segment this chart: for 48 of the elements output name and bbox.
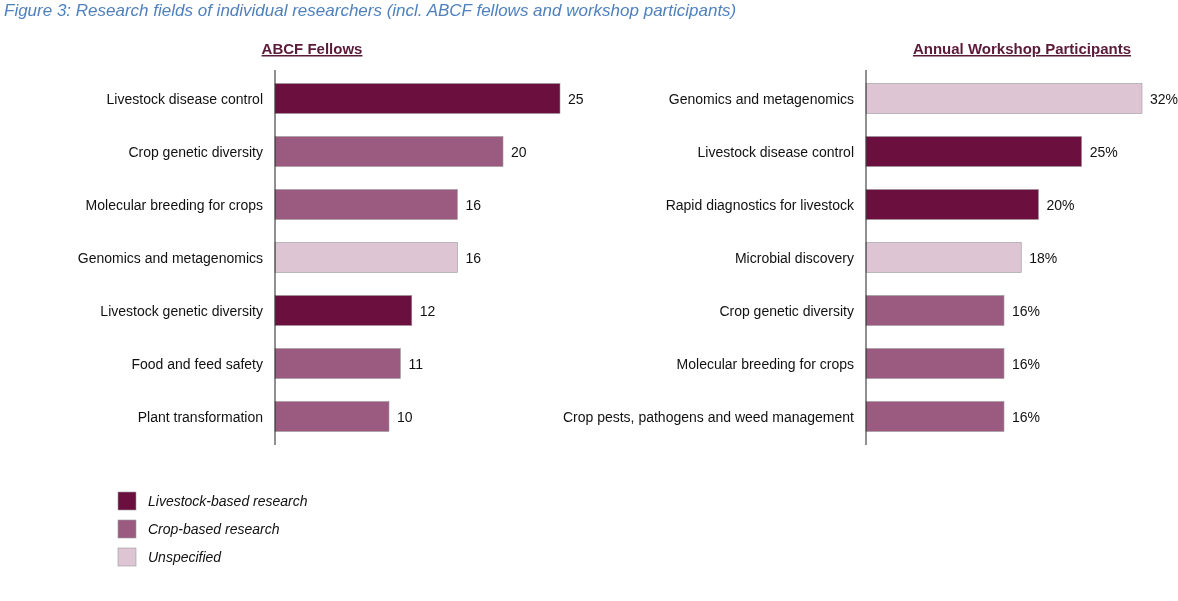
bar	[274, 401, 390, 432]
bar	[274, 295, 413, 326]
legend-label: Crop-based research	[148, 521, 280, 537]
data-label: 11	[408, 355, 424, 372]
y-tick-label: Crop genetic diversity	[719, 302, 854, 319]
bar	[865, 401, 1005, 432]
bar	[865, 136, 1082, 167]
data-label: 12	[419, 302, 436, 319]
legend-label: Unspecified	[148, 549, 223, 565]
y-tick-label: Crop pests, pathogens and weed management	[562, 408, 855, 425]
bar	[865, 295, 1005, 326]
data-label: 16	[465, 249, 482, 266]
y-tick-label: Microbial discovery	[734, 249, 854, 266]
data-label: 10	[397, 408, 413, 425]
bar	[274, 242, 458, 273]
y-tick-label: Livestock genetic diversity	[100, 302, 263, 319]
bar	[865, 83, 1143, 114]
bar	[274, 348, 401, 379]
legend-label: Livestock-based research	[148, 493, 308, 509]
y-tick-label: Genomics and metagenomics	[668, 90, 854, 107]
data-label: 25%	[1089, 143, 1118, 160]
y-tick-label: Molecular breeding for crops	[85, 196, 263, 213]
chart-title: Annual Workshop Participants	[912, 40, 1132, 57]
y-tick-label: Crop genetic diversity	[128, 143, 263, 160]
data-label: 16%	[1012, 355, 1041, 372]
y-tick-label: Livestock disease control	[106, 90, 263, 107]
y-tick-label: Livestock disease control	[697, 143, 854, 160]
data-label: 16%	[1012, 408, 1041, 425]
bar	[274, 189, 458, 220]
y-tick-label: Food and feed safety	[131, 355, 263, 372]
y-tick-label: Genomics and metagenomics	[77, 249, 263, 266]
bar	[865, 242, 1022, 273]
data-label: 25	[568, 90, 584, 107]
y-tick-label: Plant transformation	[137, 408, 263, 425]
chart-title: ABCF Fellows	[261, 40, 363, 57]
bar	[274, 136, 504, 167]
data-label: 20	[511, 143, 527, 160]
bar	[865, 348, 1005, 379]
caption: Figure 3: Research fields of individual researchers (incl. ABCF fellows and workshop participants)	[4, 1, 737, 20]
y-tick-label: Rapid diagnostics for livestock	[665, 196, 855, 213]
data-label: 18%	[1029, 249, 1058, 266]
data-label: 16%	[1012, 302, 1041, 319]
bar	[274, 83, 561, 114]
data-label: 20%	[1046, 196, 1075, 213]
bar	[865, 189, 1039, 220]
data-label: 16	[465, 196, 482, 213]
data-label: 32%	[1150, 90, 1178, 107]
y-tick-label: Molecular breeding for crops	[676, 355, 854, 372]
